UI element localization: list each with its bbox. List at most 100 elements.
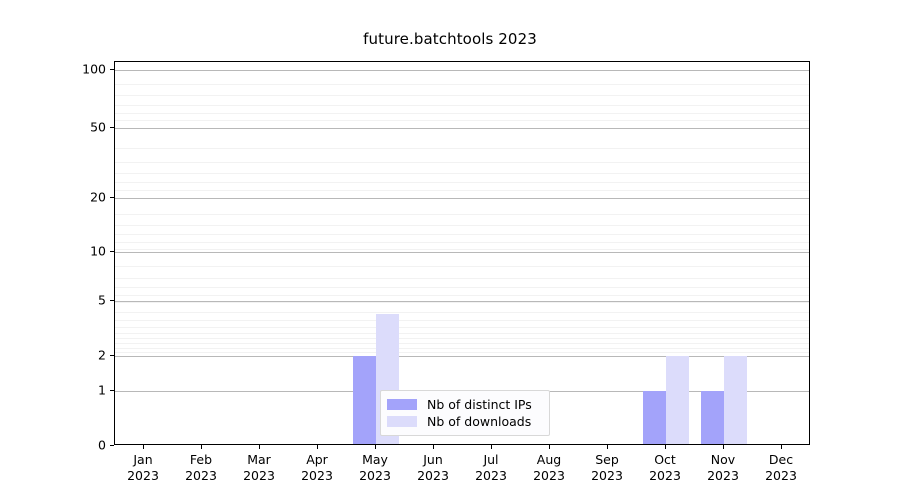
gridline-major: [115, 301, 809, 302]
x-axis-tick-label-year: 2023: [417, 468, 449, 483]
gridline-minor: [115, 225, 809, 226]
bar: [643, 391, 666, 444]
x-axis-tick-label: Jun 2023: [417, 452, 449, 484]
gridline-minor: [115, 105, 809, 106]
y-axis-tick-label: 100: [82, 61, 106, 77]
gridline-minor: [115, 327, 809, 328]
x-axis-tick-label-year: 2023: [243, 468, 275, 483]
gridline-minor: [115, 278, 809, 279]
gridline-minor: [115, 214, 809, 215]
gridline-minor: [115, 249, 809, 250]
x-axis-tick-mark: [781, 445, 783, 449]
gridline-minor: [115, 173, 809, 174]
gridline-minor: [115, 295, 809, 296]
x-axis-tick-labels: Jan 2023 Feb 2023 Mar 2023 Apr 2023 May 2023 Jun 20…: [114, 452, 810, 494]
y-axis-tick-label: 0: [98, 437, 106, 453]
y-axis-tick-label: 50: [90, 119, 106, 135]
gridline-minor: [115, 120, 809, 121]
x-axis-tick-mark: [491, 445, 493, 449]
gridline-minor: [115, 113, 809, 114]
gridline-minor: [115, 148, 809, 149]
x-axis-tick-label-year: 2023: [533, 468, 565, 483]
x-axis-tick-label: Jul 2023: [475, 452, 507, 484]
x-axis-tick-label-month: May: [362, 452, 388, 467]
x-axis-tick-marks: [114, 445, 810, 450]
x-axis-tick-label: Jan 2023: [127, 452, 159, 484]
gridline-major: [115, 70, 809, 71]
chart-legend: Nb of distinct IPs Nb of downloads: [380, 390, 550, 436]
y-axis-tick-mark: [110, 445, 114, 447]
gridline-minor: [115, 348, 809, 349]
gridline-minor: [115, 312, 809, 313]
x-axis-tick-label-month: Feb: [189, 452, 213, 467]
y-axis-tick-labels: 0 1 2 5 10 20 50 100: [62, 61, 106, 453]
x-axis-tick-label: Sep 2023: [591, 452, 623, 484]
y-axis-tick-mark: [110, 69, 114, 71]
x-axis-tick-label: Oct 2023: [649, 452, 681, 484]
y-axis-tick-label: 20: [90, 189, 106, 205]
bar: [724, 356, 747, 444]
x-axis-tick-mark: [259, 445, 261, 449]
gridline-minor: [115, 352, 809, 353]
x-axis-tick-label-year: 2023: [127, 468, 159, 483]
gridline-major: [115, 252, 809, 253]
x-axis-tick-label-month: Sep: [595, 452, 619, 467]
y-axis-tick-label: 1: [98, 382, 106, 398]
x-axis-tick-label-year: 2023: [765, 468, 797, 483]
x-axis-tick-label: Dec 2023: [765, 452, 797, 484]
x-axis-tick-label-month: Aug: [536, 452, 562, 467]
gridline-major: [115, 128, 809, 129]
gridline-major: [115, 356, 809, 357]
x-axis-tick-mark: [607, 445, 609, 449]
gridline-minor: [115, 234, 809, 235]
x-axis-tick-mark: [317, 445, 319, 449]
legend-item: Nb of distinct IPs: [387, 396, 541, 413]
legend-label: Nb of distinct IPs: [427, 397, 532, 412]
x-axis-tick-label: Mar 2023: [243, 452, 275, 484]
gridline-minor: [115, 84, 809, 85]
plot-inner: [115, 62, 809, 444]
x-axis-tick-mark: [375, 445, 377, 449]
legend-swatch: [387, 399, 417, 410]
x-axis-tick-label-year: 2023: [359, 468, 391, 483]
x-axis-tick-label-month: Dec: [768, 452, 794, 467]
x-axis-tick-mark: [549, 445, 551, 449]
y-axis-tick-mark: [110, 127, 114, 129]
y-axis-tick-mark: [110, 390, 114, 392]
y-axis-tick-label: 10: [90, 243, 106, 259]
gridline-minor: [115, 266, 809, 267]
gridline-minor: [115, 302, 809, 303]
gridline-minor: [115, 95, 809, 96]
y-axis-tick-mark: [110, 300, 114, 302]
gridline-minor: [115, 343, 809, 344]
gridline-minor: [115, 320, 809, 321]
x-axis-tick-mark: [433, 445, 435, 449]
x-axis-tick-label-month: Jun: [423, 452, 443, 467]
bar: [353, 356, 376, 444]
legend-item: Nb of downloads: [387, 413, 541, 430]
x-axis-tick-mark: [723, 445, 725, 449]
gridline-minor: [115, 338, 809, 339]
gridline-minor: [115, 190, 809, 191]
x-axis-tick-label-month: Apr: [306, 452, 328, 467]
x-axis-tick-label: Nov 2023: [707, 452, 739, 484]
x-axis-tick-label-year: 2023: [591, 468, 623, 483]
legend-label: Nb of downloads: [427, 414, 532, 429]
x-axis-tick-label-year: 2023: [475, 468, 507, 483]
x-axis-tick-label-month: Jul: [483, 452, 499, 467]
y-axis-tick-mark: [110, 355, 114, 357]
x-axis-tick-label-year: 2023: [649, 468, 681, 483]
x-axis-tick-label-month: Oct: [654, 452, 676, 467]
x-axis-tick-label-year: 2023: [707, 468, 739, 483]
x-axis-tick-mark: [143, 445, 145, 449]
x-axis-tick-mark: [201, 445, 203, 449]
y-axis-tick-label: 5: [98, 292, 106, 308]
gridline-minor: [115, 287, 809, 288]
gridline-minor: [115, 162, 809, 163]
x-axis-tick-label: Apr 2023: [301, 452, 333, 484]
x-axis-tick-label-month: Nov: [710, 452, 736, 467]
y-axis-tick-mark: [110, 251, 114, 253]
y-axis-tick-mark: [110, 197, 114, 199]
x-axis-tick-label-year: 2023: [185, 468, 217, 483]
